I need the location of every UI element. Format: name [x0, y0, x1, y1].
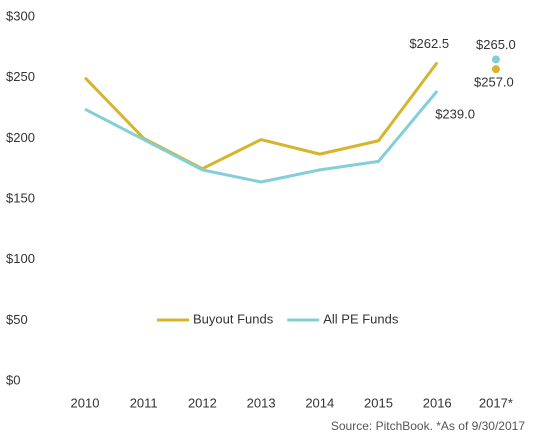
x-tick-label: 2012 [188, 395, 217, 410]
legend-label: All PE Funds [323, 311, 399, 326]
y-tick-label: $50 [6, 312, 28, 327]
y-tick-label: $100 [6, 251, 35, 266]
value-label: $265.0 [476, 37, 516, 52]
y-tick-label: $150 [6, 190, 35, 205]
source-note: Source: PitchBook. *As of 9/30/2017 [331, 419, 525, 433]
value-label: $257.0 [474, 75, 514, 90]
value-label: $239.0 [435, 106, 475, 121]
x-tick-label: 2014 [305, 395, 334, 410]
x-tick-label: 2011 [130, 395, 158, 410]
x-tick-label: 2015 [364, 395, 393, 410]
x-tick-label: 2010 [71, 395, 100, 410]
y-tick-label: $250 [6, 69, 35, 84]
y-tick-label: $200 [6, 130, 35, 145]
value-label: $262.5 [409, 36, 449, 51]
y-tick-label: $0 [6, 372, 20, 387]
series-point [491, 65, 500, 74]
x-tick-label: 2016 [423, 395, 452, 410]
y-tick-label: $300 [6, 8, 35, 23]
x-tick-label: 2013 [247, 395, 276, 410]
series-line [84, 90, 439, 184]
series-point [491, 55, 500, 64]
legend-label: Buyout Funds [193, 311, 274, 326]
x-tick-label: 2017* [479, 395, 513, 410]
